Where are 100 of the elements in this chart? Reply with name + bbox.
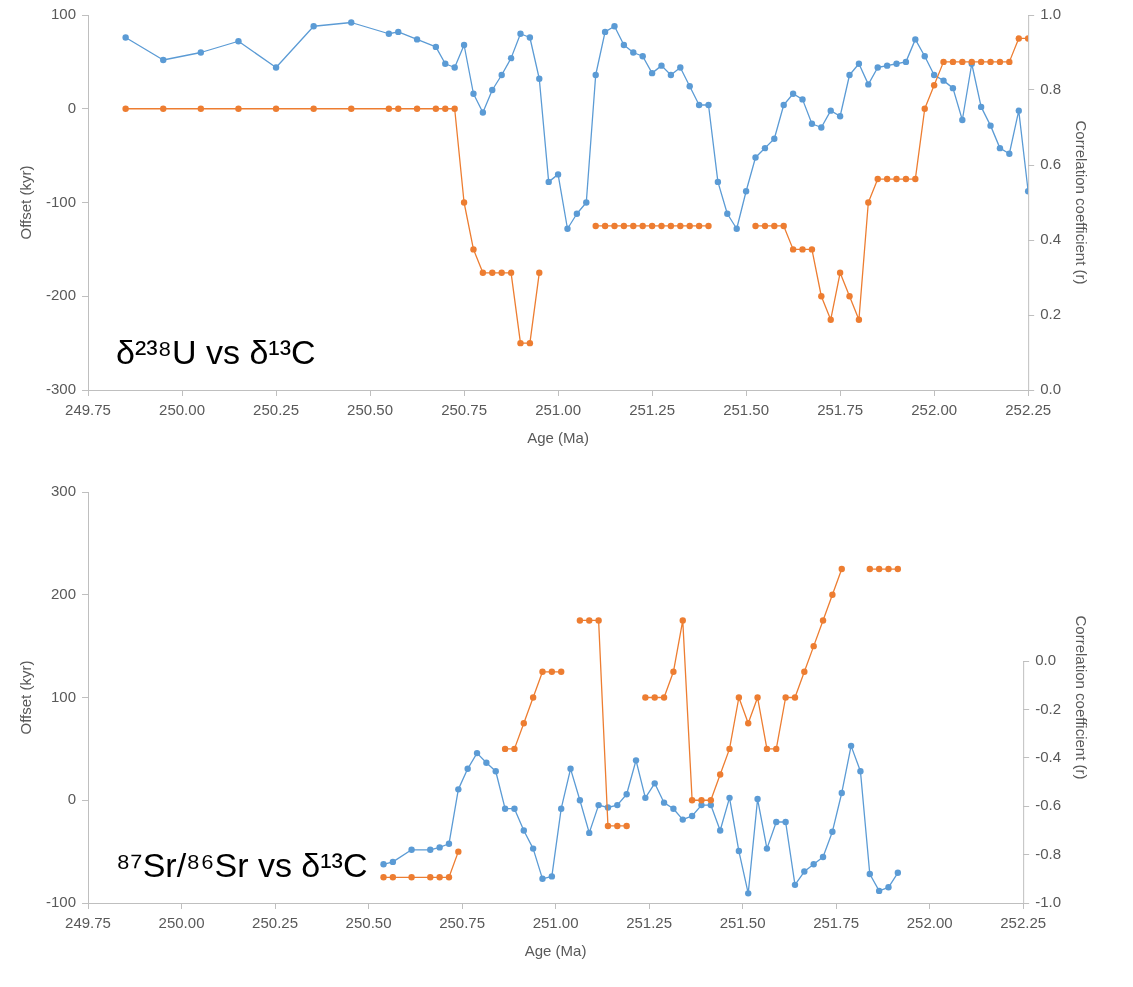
point bbox=[716, 827, 724, 834]
y2-tick-label: 0.2 bbox=[1040, 305, 1062, 323]
point bbox=[885, 884, 892, 891]
point bbox=[380, 861, 387, 868]
x-tick-label: 251.00 bbox=[535, 401, 582, 419]
point bbox=[632, 757, 640, 764]
point bbox=[745, 890, 752, 897]
point bbox=[623, 791, 630, 798]
x-axis-title: Age (Ma) bbox=[524, 942, 587, 960]
x-tick-label: 249.75 bbox=[65, 914, 111, 932]
point bbox=[408, 874, 415, 881]
point bbox=[501, 745, 509, 753]
point bbox=[651, 780, 658, 787]
y2-tick-label: 0.4 bbox=[1040, 230, 1062, 248]
point bbox=[464, 765, 471, 773]
point bbox=[679, 617, 686, 624]
point bbox=[492, 768, 499, 775]
x-tick-label: 250.75 bbox=[439, 914, 486, 932]
point bbox=[847, 742, 855, 750]
point bbox=[866, 870, 873, 878]
y-tick-label: 200 bbox=[50, 584, 77, 602]
x-axis-title: Age (Ma) bbox=[527, 429, 589, 447]
x-tick-label: 250.00 bbox=[158, 914, 205, 932]
point bbox=[819, 617, 827, 624]
point bbox=[894, 869, 902, 876]
point bbox=[408, 846, 415, 854]
point bbox=[389, 858, 397, 866]
point bbox=[455, 786, 462, 793]
x-tick-label: 252.25 bbox=[1005, 401, 1052, 419]
point bbox=[726, 794, 733, 802]
point bbox=[548, 873, 556, 880]
x-tick-label: 251.25 bbox=[626, 914, 673, 932]
point bbox=[436, 874, 443, 881]
point bbox=[754, 694, 761, 701]
point bbox=[791, 881, 799, 889]
point bbox=[539, 668, 546, 676]
x-tick-label: 250.50 bbox=[347, 401, 394, 419]
point bbox=[875, 565, 883, 573]
point bbox=[707, 797, 715, 804]
x-tick-label: 249.75 bbox=[65, 401, 111, 419]
point bbox=[511, 745, 518, 753]
point bbox=[604, 822, 612, 830]
point bbox=[801, 868, 808, 875]
point bbox=[660, 694, 668, 701]
point bbox=[558, 805, 565, 812]
point bbox=[427, 874, 434, 881]
x-tick-label: 251.75 bbox=[813, 914, 860, 932]
y2-tick-label: 0.8 bbox=[1040, 80, 1062, 98]
point bbox=[745, 719, 752, 727]
y2-axis-title: Correlation coefficient (r) bbox=[1072, 615, 1090, 780]
y-tick-label: 100 bbox=[50, 5, 77, 23]
point bbox=[838, 789, 845, 797]
point bbox=[698, 797, 705, 804]
x-tick-label: 250.75 bbox=[441, 401, 488, 419]
point bbox=[875, 887, 883, 895]
point bbox=[894, 565, 902, 573]
point bbox=[688, 797, 696, 804]
point bbox=[679, 816, 686, 823]
point bbox=[651, 694, 658, 701]
point bbox=[586, 617, 593, 624]
x-tick-label: 250.00 bbox=[159, 401, 205, 419]
y2-tick-label: -0.6 bbox=[1035, 796, 1062, 814]
point bbox=[558, 668, 565, 676]
point bbox=[773, 818, 780, 826]
y2-tick-label: -0.4 bbox=[1035, 748, 1062, 766]
point bbox=[885, 565, 892, 573]
y2-tick-label: 0.6 bbox=[1040, 155, 1062, 173]
point bbox=[763, 745, 771, 753]
point bbox=[473, 749, 481, 757]
point bbox=[642, 794, 649, 802]
y-tick-label: 300 bbox=[50, 482, 77, 500]
x-tick-label: 251.50 bbox=[719, 914, 766, 932]
x-tick-label: 250.25 bbox=[252, 914, 298, 932]
point bbox=[716, 771, 724, 778]
point bbox=[857, 768, 864, 775]
point bbox=[707, 801, 715, 809]
point bbox=[548, 668, 556, 676]
x-tick-label: 250.25 bbox=[253, 401, 299, 419]
point bbox=[688, 812, 696, 820]
point bbox=[483, 759, 490, 766]
point bbox=[614, 822, 621, 830]
annotation: δ²³⁸U vs δ¹³C bbox=[116, 333, 316, 371]
point bbox=[782, 694, 789, 701]
point bbox=[455, 848, 462, 855]
point bbox=[698, 801, 705, 809]
point bbox=[567, 765, 574, 773]
point bbox=[427, 846, 434, 854]
y2-tick-label: 1.0 bbox=[1040, 5, 1062, 23]
point bbox=[763, 845, 771, 852]
point bbox=[670, 805, 677, 812]
x-tick-label: 252.25 bbox=[1000, 914, 1047, 932]
y-tick-label: -100 bbox=[45, 893, 77, 911]
point bbox=[735, 694, 743, 701]
y-axis-title: Offset (kyr) bbox=[17, 165, 35, 240]
y2-tick-label: -0.8 bbox=[1035, 844, 1062, 862]
x-tick-label: 251.50 bbox=[723, 401, 770, 419]
y2-tick-label: 0.0 bbox=[1040, 380, 1062, 398]
point bbox=[520, 719, 527, 727]
point bbox=[801, 668, 808, 676]
point bbox=[501, 805, 509, 812]
